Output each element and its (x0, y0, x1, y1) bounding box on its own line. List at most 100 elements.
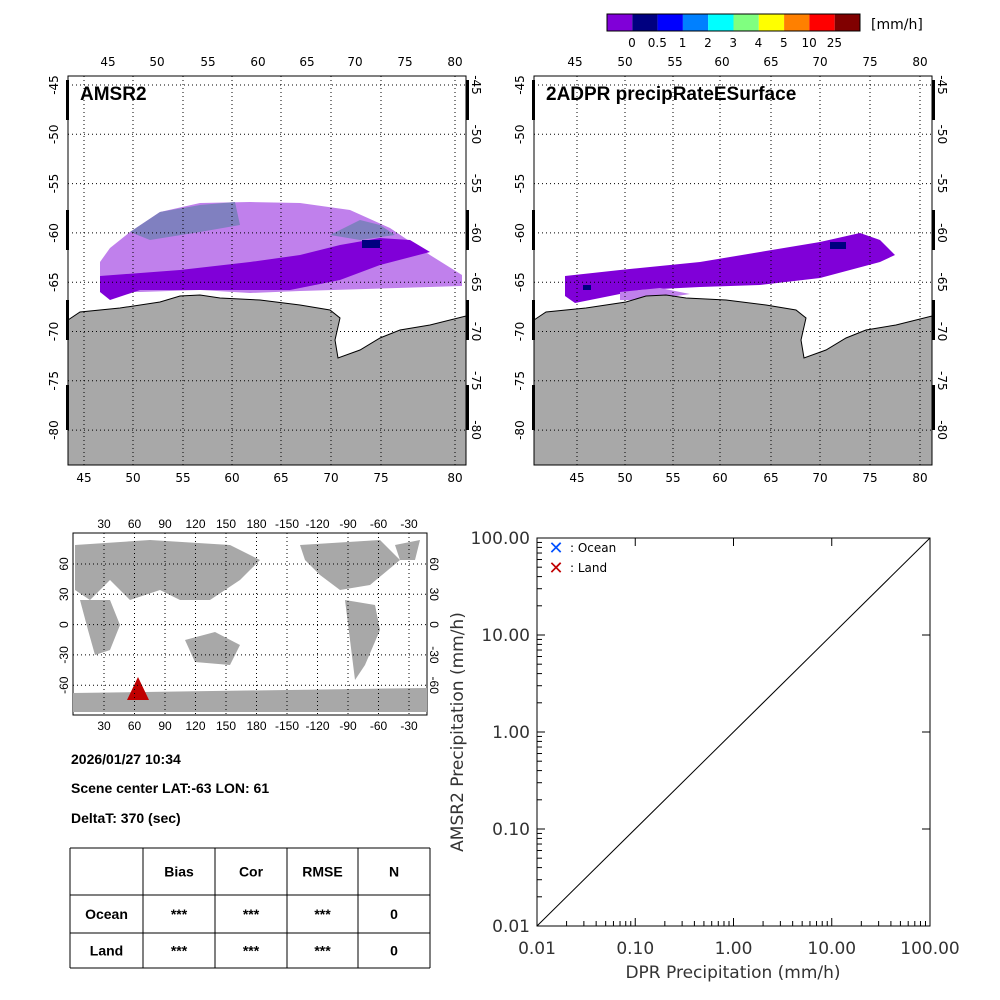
lon-tick-label: -30 (400, 517, 418, 531)
lon-tick-label: 45 (100, 55, 115, 69)
lon-tick-label: -150 (275, 517, 299, 531)
legend-label: : Land (570, 561, 607, 575)
lat-tick-label: 60 (57, 557, 71, 571)
legend-marker-x-icon: ✕ (548, 558, 563, 579)
y-tick-label: 10.00 (481, 626, 530, 646)
x-axis-label: DPR Precipitation (mm/h) (625, 963, 840, 983)
table-cell: *** (243, 906, 260, 922)
y-axis-label: AMSR2 Precipitation (mm/h) (448, 612, 468, 852)
y-tick-label: 0.01 (492, 917, 530, 937)
lon-tick-label: -120 (305, 719, 329, 733)
lon-tick-label: -90 (339, 517, 357, 531)
lat-tick-label: -55 (469, 174, 483, 194)
lat-tick-label: 60 (427, 557, 441, 571)
x-tick-label: 0.10 (616, 939, 654, 959)
colorbar-label: 25 (827, 36, 842, 50)
lat-tick-label: -70 (47, 322, 61, 342)
lon-tick-label: 45 (567, 55, 582, 69)
colorbar-swatch (682, 14, 709, 31)
lat-tick-label: -75 (513, 371, 527, 391)
world-locator-map: 30 30 60 60 90 90 120 120 150 150 180 180 -150 -150 -1… (57, 517, 441, 733)
colorbar-swatch (809, 14, 835, 31)
table-cell: Land (90, 943, 123, 959)
lat-tick-label: -50 (513, 124, 527, 144)
lat-tick-label: -80 (47, 420, 61, 440)
lon-tick-label: 55 (200, 55, 215, 69)
colorbar-swatch (607, 14, 633, 31)
y-tick-label: 0.10 (492, 820, 530, 840)
scatter-plot: DPR Precipitation (mm/h) AMSR2 Precipita… (448, 529, 960, 983)
lat-tick-label: 0 (427, 621, 441, 628)
table-cell: *** (171, 906, 188, 922)
lon-tick-label: 75 (862, 55, 877, 69)
lon-tick-label: -120 (305, 517, 329, 531)
table-cell: Bias (164, 864, 194, 880)
x-tick-label: 0.01 (518, 939, 556, 959)
lat-tick-label: -50 (935, 124, 949, 144)
colorbar-label: 3 (729, 36, 737, 50)
lon-tick-label: -150 (275, 719, 299, 733)
lon-tick-label: 55 (175, 471, 190, 485)
lat-tick-label: -80 (469, 420, 483, 440)
lat-tick-label: 30 (57, 587, 71, 601)
colorbar-label: 5 (780, 36, 788, 50)
continents (73, 540, 427, 712)
colorbar-swatch (733, 14, 759, 31)
lat-tick-label: -55 (513, 174, 527, 194)
table-cell: Ocean (85, 906, 128, 922)
colorbar-swatch (657, 14, 683, 31)
colorbar-label: 1 (679, 36, 687, 50)
scene-location-marker-icon (127, 677, 149, 700)
lat-tick-label: -60 (47, 223, 61, 243)
lat-tick-label: -75 (47, 371, 61, 391)
antarctica-land (533, 294, 933, 466)
amsr2-map-panel: 45 45 50 50 55 55 60 60 65 65 70 70 75 75 80 80 -45 -45 -5… (47, 55, 483, 485)
lon-tick-label: 65 (763, 471, 778, 485)
colorbar-label: 0.5 (648, 36, 667, 50)
lat-tick-label: -70 (513, 322, 527, 342)
lon-tick-label: 50 (149, 55, 164, 69)
lat-tick-label: -65 (47, 272, 61, 292)
lat-tick-label: -55 (47, 174, 61, 194)
scene-center: Scene center LAT:-63 LON: 61 (71, 780, 269, 796)
stats-table: Bias Cor RMSE N Ocean *** *** *** 0 Land *** *** ***… (69, 847, 431, 969)
lon-tick-label: -60 (370, 517, 388, 531)
lon-tick-label: 70 (812, 55, 827, 69)
lon-tick-label: -90 (339, 719, 357, 733)
legend-label: : Ocean (570, 541, 616, 555)
antarctica-land (67, 294, 467, 466)
colorbar-swatch (834, 14, 860, 31)
lon-tick-label: 75 (397, 55, 412, 69)
lon-tick-label: 45 (76, 471, 91, 485)
x-tick-label: 100.00 (900, 939, 959, 959)
table-cell: N (389, 864, 399, 880)
x-tick-label: 10.00 (807, 939, 856, 959)
lat-tick-label: -50 (469, 124, 483, 144)
lat-tick-label: -65 (935, 272, 949, 292)
panel-title: 2ADPR precipRateESurface (546, 84, 796, 105)
lon-tick-label: 70 (812, 471, 827, 485)
datetime: 2026/01/27 10:34 (71, 751, 181, 767)
lon-tick-label: 90 (158, 719, 172, 733)
graticule: 45 45 50 50 55 55 60 60 65 65 70 70 75 75 80 80 -45 -45 -5… (47, 55, 483, 485)
lon-tick-label: 120 (185, 719, 205, 733)
lat-tick-label: -30 (57, 646, 71, 664)
lon-tick-label: 180 (246, 517, 266, 531)
lat-tick-label: -75 (469, 371, 483, 391)
lon-tick-label: 50 (617, 55, 632, 69)
lon-tick-label: 80 (912, 471, 927, 485)
lon-tick-label: 60 (128, 719, 142, 733)
y-tick-label: 100.00 (471, 529, 530, 549)
lat-tick-label: -60 (935, 223, 949, 243)
lat-tick-label: -45 (513, 75, 527, 95)
table-cell: 0 (390, 943, 398, 959)
lat-tick-label: -45 (47, 75, 61, 95)
table-cell: *** (314, 943, 331, 959)
lon-tick-label: 65 (273, 471, 288, 485)
lon-tick-label: 80 (447, 471, 462, 485)
lat-tick-label: -75 (935, 371, 949, 391)
lon-tick-label: 50 (617, 471, 632, 485)
lon-tick-label: 60 (712, 471, 727, 485)
colorbar-label: 4 (755, 36, 763, 50)
lat-tick-label: -45 (469, 75, 483, 95)
